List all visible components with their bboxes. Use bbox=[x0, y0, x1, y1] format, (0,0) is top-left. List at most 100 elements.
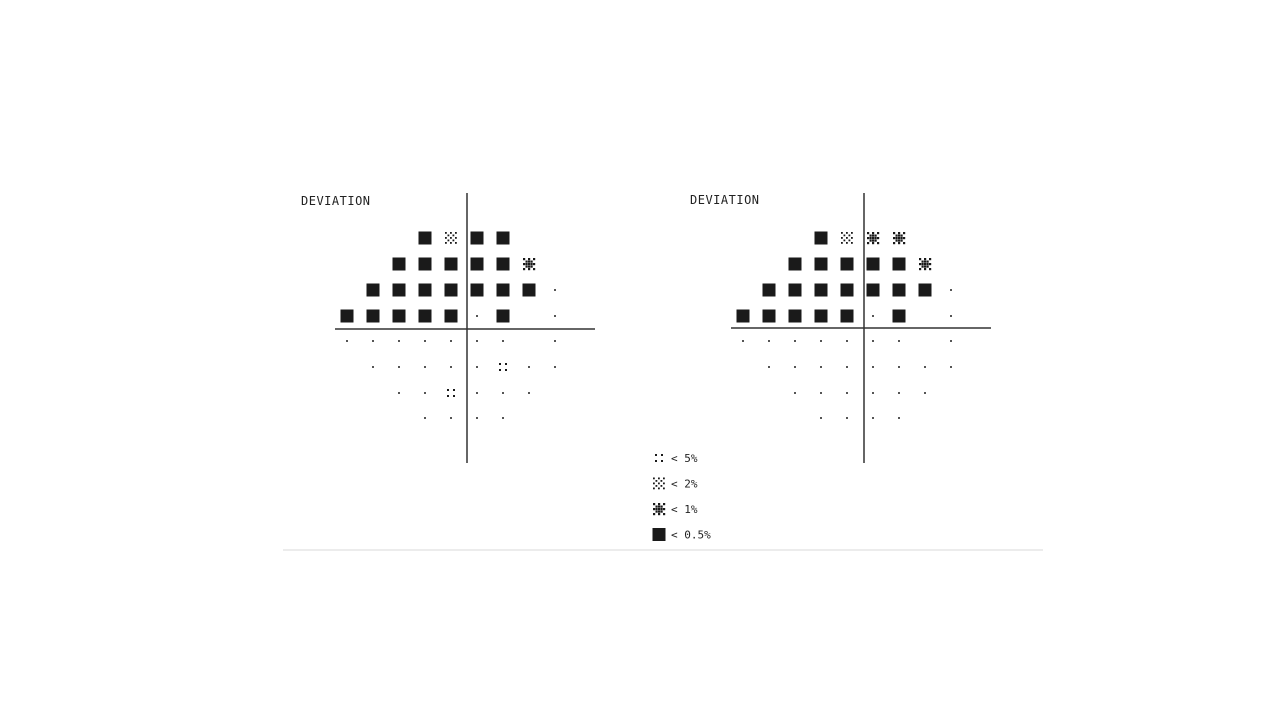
test-point-right-r6-c4 bbox=[846, 392, 848, 394]
test-point-right-r4-c3 bbox=[820, 340, 822, 342]
legend-symbol bbox=[653, 503, 666, 516]
test-point-left-r1-c5 bbox=[470, 257, 484, 271]
test-point-right-r3-c0 bbox=[736, 309, 750, 323]
legend-label: < 5% bbox=[671, 452, 698, 465]
legend-item: < 0.5% bbox=[652, 528, 711, 542]
test-point-left-r6-c7 bbox=[528, 392, 530, 394]
test-point-right-r5-c2 bbox=[794, 366, 796, 368]
legend-label: < 0.5% bbox=[671, 529, 711, 542]
legend-item: < 2% bbox=[653, 477, 698, 491]
test-point-left-r6-c5 bbox=[476, 392, 478, 394]
test-point-right-r6-c7 bbox=[924, 392, 926, 394]
test-point-left-r3-c8 bbox=[554, 315, 556, 317]
test-point-right-r4-c6 bbox=[898, 340, 900, 342]
plot-title-right: DEVIATION bbox=[690, 193, 760, 207]
test-point-right-r3-c4 bbox=[840, 309, 854, 323]
test-point-right-r7-c3 bbox=[820, 417, 822, 419]
test-point-right-r7-c6 bbox=[898, 417, 900, 419]
plots-layer: DEVIATION DEVIATION bbox=[301, 193, 991, 463]
test-point-left-r5-c6 bbox=[499, 363, 507, 371]
test-point-left-r7-c6 bbox=[502, 417, 504, 419]
legend-item: < 1% bbox=[653, 503, 698, 516]
test-point-right-r0-c4 bbox=[841, 232, 853, 244]
test-point-right-r5-c6 bbox=[898, 366, 900, 368]
test-point-left-r2-c4 bbox=[444, 283, 458, 297]
test-point-left-r6-c4 bbox=[447, 389, 455, 397]
test-point-left-r6-c2 bbox=[398, 392, 400, 394]
test-point-left-r3-c6 bbox=[496, 309, 510, 323]
test-point-right-r2-c4 bbox=[840, 283, 854, 297]
legend-label: < 2% bbox=[671, 478, 698, 491]
legend: < 5% < 2% < 1% < 0.5% bbox=[652, 452, 711, 542]
test-point-right-r7-c4 bbox=[846, 417, 848, 419]
test-point-left-r3-c2 bbox=[392, 309, 406, 323]
test-point-left-r4-c5 bbox=[476, 340, 478, 342]
test-point-left-r2-c2 bbox=[392, 283, 406, 297]
test-point-right-r3-c3 bbox=[814, 309, 828, 323]
test-point-right-r7-c5 bbox=[872, 417, 874, 419]
legend-symbol bbox=[652, 528, 666, 541]
test-point-right-r4-c5 bbox=[872, 340, 874, 342]
test-point-right-r0-c6 bbox=[893, 232, 906, 245]
test-point-left-r4-c4 bbox=[450, 340, 452, 342]
test-point-left-r5-c7 bbox=[528, 366, 530, 368]
legend-label: < 1% bbox=[671, 503, 698, 516]
legend-symbol bbox=[653, 477, 665, 490]
legend-item: < 5% bbox=[655, 452, 698, 465]
test-point-right-r1-c2 bbox=[788, 257, 802, 271]
test-point-right-r4-c8 bbox=[950, 340, 952, 342]
test-point-left-r0-c4 bbox=[445, 232, 457, 244]
test-point-right-r2-c8 bbox=[950, 289, 952, 291]
test-point-left-r5-c5 bbox=[476, 366, 478, 368]
test-point-left-r5-c2 bbox=[398, 366, 400, 368]
test-point-right-r1-c6 bbox=[892, 257, 906, 271]
test-point-left-r2-c1 bbox=[366, 283, 380, 297]
deviation-plot-left: DEVIATION bbox=[301, 193, 595, 463]
test-point-left-r2-c3 bbox=[418, 283, 432, 297]
test-point-right-r6-c5 bbox=[872, 392, 874, 394]
test-point-right-r0-c3 bbox=[814, 231, 828, 245]
test-point-right-r6-c3 bbox=[820, 392, 822, 394]
test-point-left-r3-c1 bbox=[366, 309, 380, 323]
test-point-left-r5-c3 bbox=[424, 366, 426, 368]
test-point-right-r2-c5 bbox=[866, 283, 880, 297]
test-point-right-r4-c0 bbox=[742, 340, 744, 342]
test-point-left-r3-c3 bbox=[418, 309, 432, 323]
test-point-right-r2-c6 bbox=[892, 283, 906, 297]
test-point-left-r7-c4 bbox=[450, 417, 452, 419]
test-point-left-r5-c1 bbox=[372, 366, 374, 368]
test-point-right-r5-c4 bbox=[846, 366, 848, 368]
test-point-left-r4-c2 bbox=[398, 340, 400, 342]
test-point-left-r4-c1 bbox=[372, 340, 374, 342]
test-point-right-r5-c8 bbox=[950, 366, 952, 368]
test-point-right-r1-c4 bbox=[840, 257, 854, 271]
test-point-right-r3-c5 bbox=[872, 315, 874, 317]
test-point-left-r2-c5 bbox=[470, 283, 484, 297]
test-point-left-r1-c6 bbox=[496, 257, 510, 271]
test-point-right-r1-c3 bbox=[814, 257, 828, 271]
test-point-left-r4-c3 bbox=[424, 340, 426, 342]
test-point-right-r0-c5 bbox=[867, 232, 880, 245]
test-point-right-r5-c1 bbox=[768, 366, 770, 368]
test-point-left-r6-c3 bbox=[424, 392, 426, 394]
test-point-right-r1-c5 bbox=[866, 257, 880, 271]
test-point-right-r2-c7 bbox=[918, 283, 932, 297]
test-point-left-r6-c6 bbox=[502, 392, 504, 394]
test-point-left-r2-c6 bbox=[496, 283, 510, 297]
test-point-right-r3-c6 bbox=[892, 309, 906, 323]
test-point-right-r2-c2 bbox=[788, 283, 802, 297]
legend-symbol bbox=[655, 454, 663, 462]
test-point-left-r5-c4 bbox=[450, 366, 452, 368]
test-point-left-r5-c8 bbox=[554, 366, 556, 368]
test-point-right-r4-c2 bbox=[794, 340, 796, 342]
test-point-left-r1-c3 bbox=[418, 257, 432, 271]
test-point-left-r7-c5 bbox=[476, 417, 478, 419]
test-point-right-r5-c3 bbox=[820, 366, 822, 368]
test-point-left-r3-c4 bbox=[444, 309, 458, 323]
test-point-left-r7-c3 bbox=[424, 417, 426, 419]
test-point-right-r3-c2 bbox=[788, 309, 802, 323]
test-point-right-r2-c1 bbox=[762, 283, 776, 297]
plot-title-left: DEVIATION bbox=[301, 194, 371, 208]
test-point-right-r3-c1 bbox=[762, 309, 776, 323]
test-point-left-r1-c4 bbox=[444, 257, 458, 271]
